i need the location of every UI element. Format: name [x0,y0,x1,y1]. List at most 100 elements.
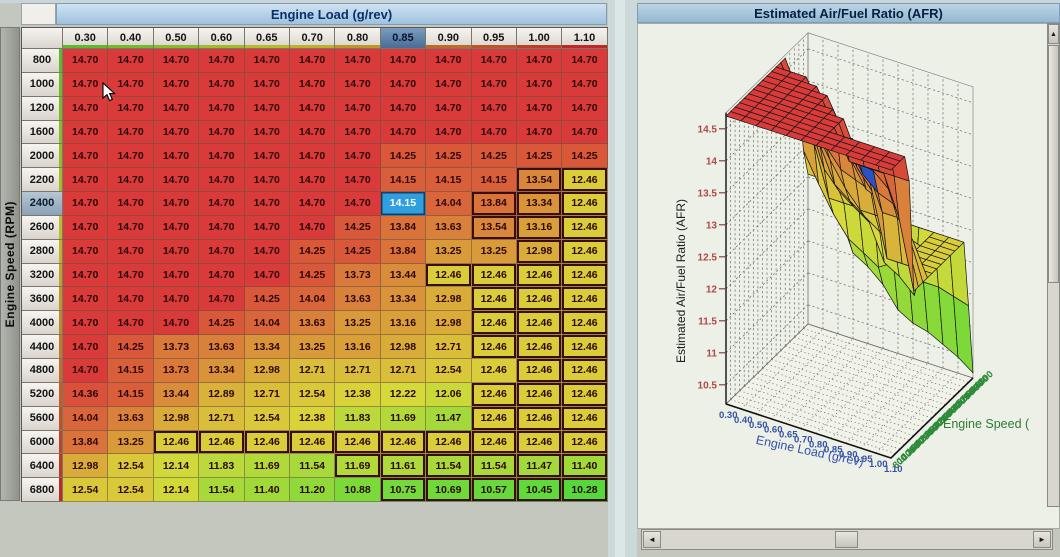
cell-6000-1.00[interactable]: 12.46 [516,430,563,455]
col-header-1.10[interactable]: 1.10 [562,28,608,49]
cell-2600-0.95[interactable]: 13.54 [471,215,517,240]
cell-800-0.65[interactable]: 14.70 [244,49,290,73]
cell-1200-0.70[interactable]: 14.70 [289,96,336,121]
row-header-6400[interactable]: 6400 [22,454,63,479]
cell-6400-0.40[interactable]: 12.54 [108,454,154,479]
cell-5600-0.30[interactable]: 14.04 [63,406,109,431]
cell-3200-0.90[interactable]: 12.46 [426,263,472,288]
cell-800-0.70[interactable]: 14.70 [289,49,336,73]
cell-1000-0.70[interactable]: 14.70 [289,72,336,97]
cell-5200-0.30[interactable]: 14.36 [63,382,109,407]
cell-2800-1.10[interactable]: 12.46 [562,239,608,264]
col-header-0.60[interactable]: 0.60 [199,28,245,49]
cell-800-0.50[interactable]: 14.70 [153,49,200,73]
cell-4000-1.00[interactable]: 12.46 [516,311,563,336]
cell-4000-0.60[interactable]: 14.25 [199,311,245,336]
cell-2400-0.60[interactable]: 14.70 [199,192,245,216]
cell-2600-0.30[interactable]: 14.70 [63,215,109,240]
cell-5600-0.95[interactable]: 12.46 [471,406,517,431]
cell-2800-0.95[interactable]: 13.25 [471,239,517,264]
cell-2400-1.00[interactable]: 13.34 [516,192,563,216]
cell-2200-0.90[interactable]: 14.15 [426,168,472,193]
cell-2400-0.30[interactable]: 14.70 [63,192,109,216]
cell-4000-1.10[interactable]: 12.46 [562,311,608,336]
cell-2600-0.85[interactable]: 13.84 [380,215,427,240]
cell-2400-0.70[interactable]: 14.70 [289,192,336,216]
cell-2400-0.85[interactable]: 14.15 [380,192,427,216]
cell-6400-1.10[interactable]: 11.40 [562,454,608,479]
col-header-0.80[interactable]: 0.80 [335,28,381,49]
cell-6000-0.40[interactable]: 13.25 [108,430,154,455]
row-header-2600[interactable]: 2600 [22,215,63,240]
cell-2600-0.90[interactable]: 13.63 [426,215,472,240]
cell-6800-0.65[interactable]: 11.40 [244,478,290,503]
cell-4400-0.90[interactable]: 12.71 [426,335,472,359]
row-header-2400[interactable]: 2400 [22,192,63,216]
scroll-up-button[interactable]: ▲ [1048,24,1059,44]
cell-4400-0.65[interactable]: 13.34 [244,335,290,359]
cell-6000-0.30[interactable]: 13.84 [63,430,109,455]
cell-4800-0.65[interactable]: 12.98 [244,358,290,383]
cell-3600-0.95[interactable]: 12.46 [471,287,517,312]
cell-1000-0.40[interactable]: 14.70 [108,72,154,97]
cell-2800-0.85[interactable]: 13.84 [380,239,427,264]
col-header-0.30[interactable]: 0.30 [63,28,109,49]
cell-1200-0.60[interactable]: 14.70 [199,96,245,121]
cell-4800-0.80[interactable]: 12.71 [335,358,381,383]
cell-4800-1.00[interactable]: 12.46 [516,358,563,383]
cell-1000-0.50[interactable]: 14.70 [153,72,200,97]
cell-4800-0.70[interactable]: 12.71 [289,358,336,383]
cell-3600-1.10[interactable]: 12.46 [562,287,608,312]
cell-6800-0.80[interactable]: 10.88 [335,478,381,503]
cell-800-0.85[interactable]: 14.70 [380,49,427,73]
cell-6400-0.95[interactable]: 11.54 [471,454,517,479]
cell-5200-1.00[interactable]: 12.46 [516,382,563,407]
row-header-800[interactable]: 800 [22,49,63,73]
col-header-0.85[interactable]: 0.85 [380,28,427,49]
cell-6000-0.85[interactable]: 12.46 [380,430,427,455]
cell-2400-0.80[interactable]: 14.70 [335,192,381,216]
cell-1200-0.80[interactable]: 14.70 [335,96,381,121]
cell-2200-0.60[interactable]: 14.70 [199,168,245,193]
cell-5600-0.80[interactable]: 11.83 [335,406,381,431]
cell-4000-0.80[interactable]: 13.25 [335,311,381,336]
cell-2200-0.85[interactable]: 14.15 [380,168,427,193]
cell-2600-1.00[interactable]: 13.16 [516,215,563,240]
row-header-1200[interactable]: 1200 [22,96,63,121]
cell-4800-0.95[interactable]: 12.46 [471,358,517,383]
cell-2000-0.40[interactable]: 14.70 [108,144,154,169]
cell-5600-0.85[interactable]: 11.69 [380,406,427,431]
cell-1600-0.65[interactable]: 14.70 [244,120,290,145]
cell-1200-1.10[interactable]: 14.70 [562,96,608,121]
cell-2600-0.65[interactable]: 14.70 [244,215,290,240]
cell-6000-1.10[interactable]: 12.46 [562,430,608,455]
cell-6800-0.40[interactable]: 12.54 [108,478,154,503]
row-header-5200[interactable]: 5200 [22,382,63,407]
cell-2200-0.65[interactable]: 14.70 [244,168,290,193]
cell-2000-0.60[interactable]: 14.70 [199,144,245,169]
cell-1200-0.90[interactable]: 14.70 [426,96,472,121]
cell-3200-0.60[interactable]: 14.70 [199,263,245,288]
cell-1600-0.70[interactable]: 14.70 [289,120,336,145]
cell-1600-0.50[interactable]: 14.70 [153,120,200,145]
cell-1200-0.65[interactable]: 14.70 [244,96,290,121]
cell-3200-0.70[interactable]: 14.25 [289,263,336,288]
cell-1200-0.85[interactable]: 14.70 [380,96,427,121]
cell-1000-1.00[interactable]: 14.70 [516,72,563,97]
cell-800-0.95[interactable]: 14.70 [471,49,517,73]
cell-2600-0.50[interactable]: 14.70 [153,215,200,240]
cell-2000-0.50[interactable]: 14.70 [153,144,200,169]
cell-5200-0.90[interactable]: 12.06 [426,382,472,407]
cell-2800-0.80[interactable]: 14.25 [335,239,381,264]
cell-1600-0.80[interactable]: 14.70 [335,120,381,145]
row-header-3600[interactable]: 3600 [22,287,63,312]
cell-1000-0.80[interactable]: 14.70 [335,72,381,97]
row-header-1000[interactable]: 1000 [22,72,63,97]
col-header-1.00[interactable]: 1.00 [516,28,563,49]
cell-1600-1.00[interactable]: 14.70 [516,120,563,145]
cell-3600-0.65[interactable]: 14.25 [244,287,290,312]
cell-6800-1.00[interactable]: 10.45 [516,478,563,503]
cell-1600-0.90[interactable]: 14.70 [426,120,472,145]
cell-4800-0.40[interactable]: 14.15 [108,358,154,383]
cell-4800-0.85[interactable]: 12.71 [380,358,427,383]
